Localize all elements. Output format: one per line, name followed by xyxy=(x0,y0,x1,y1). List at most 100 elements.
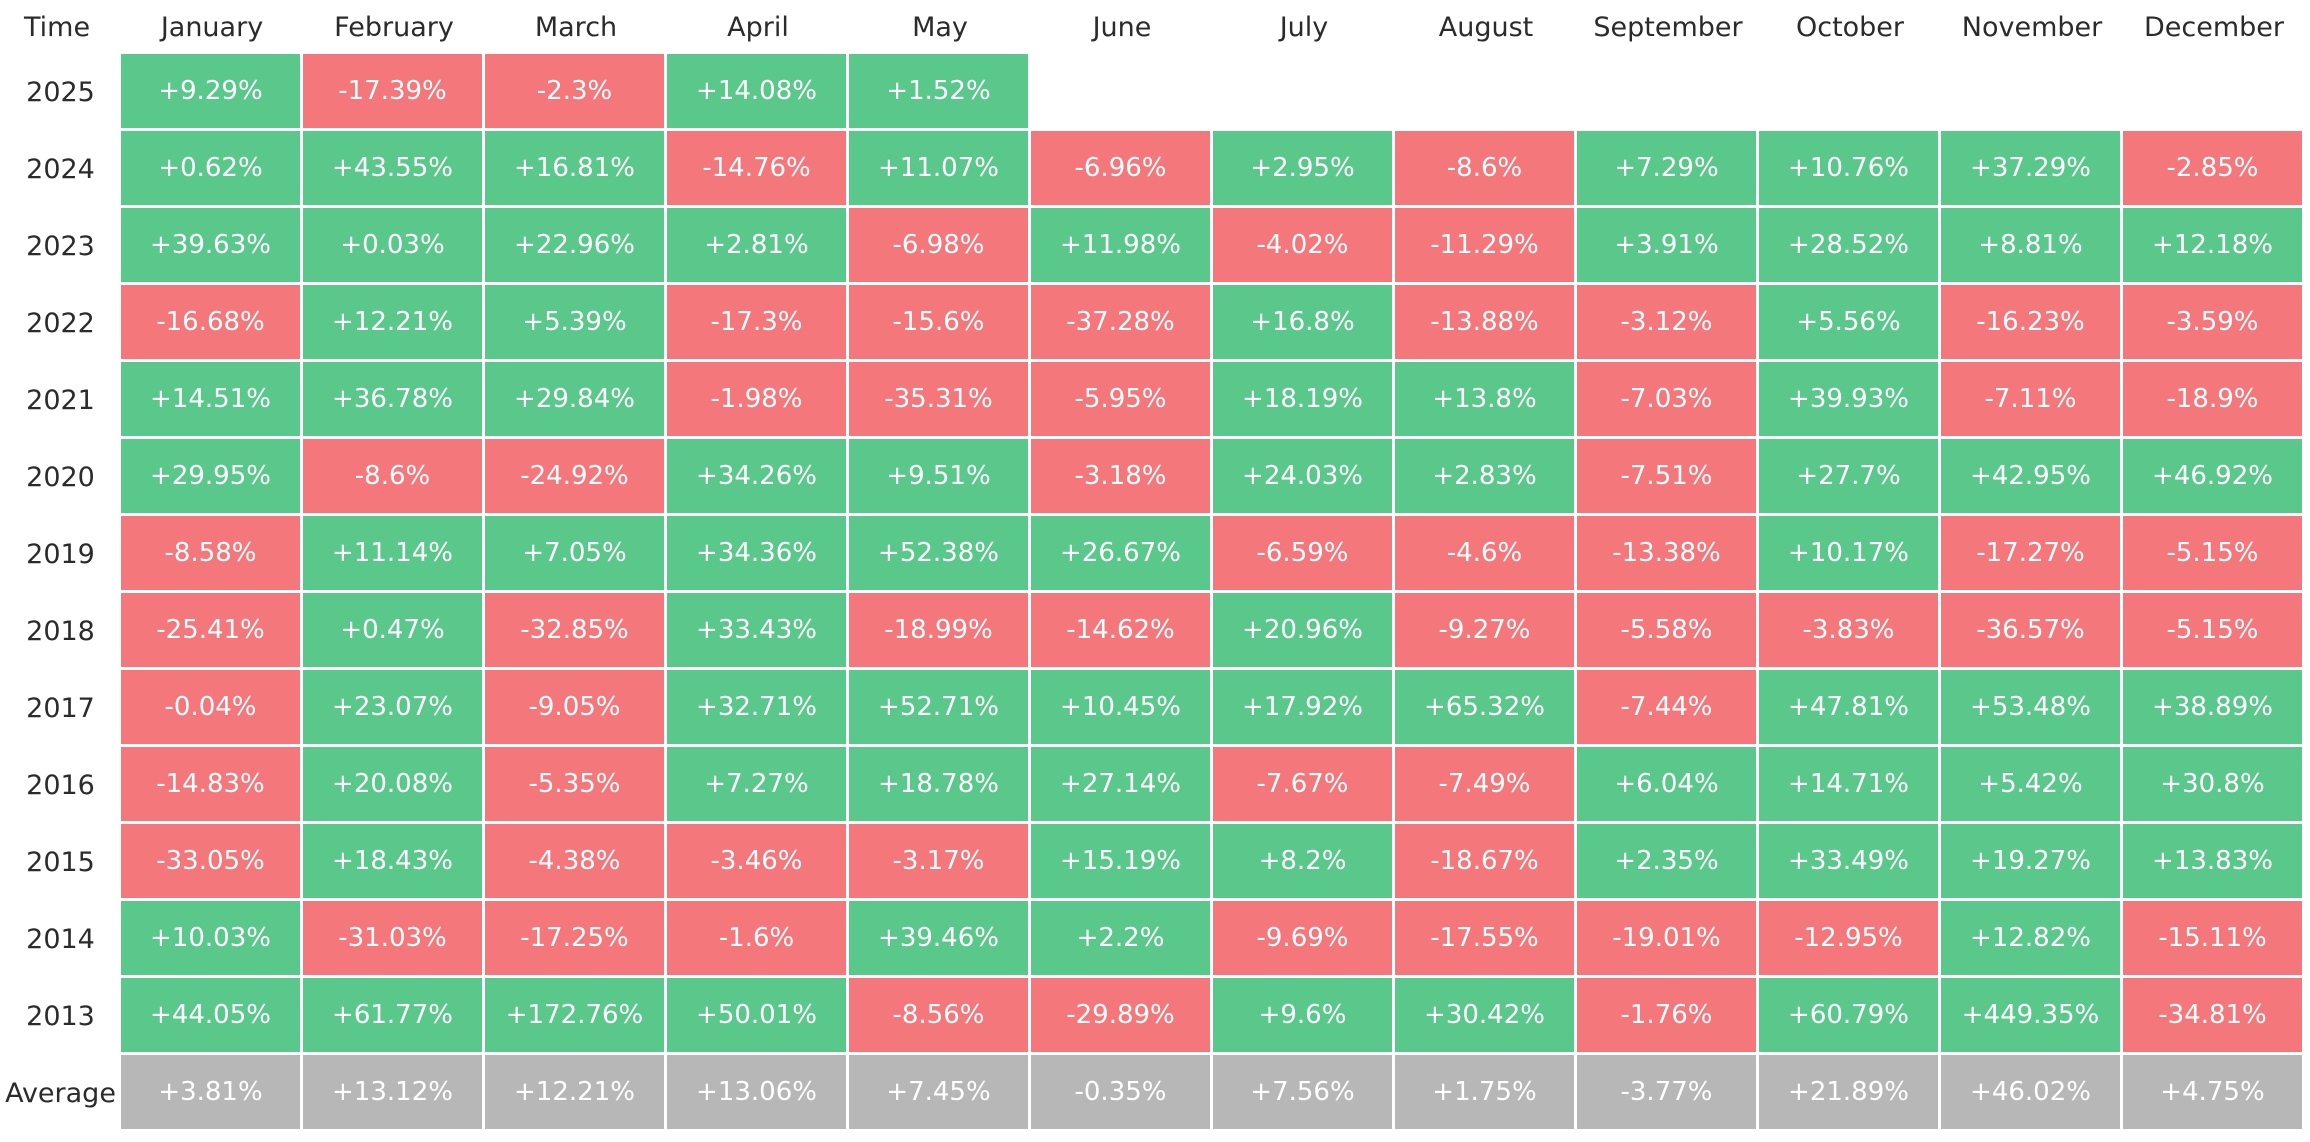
return-cell-2016-april: +7.27% xyxy=(667,747,846,821)
return-cell-2014-august: -17.55% xyxy=(1395,901,1574,975)
month-header-december: December xyxy=(2143,11,2284,43)
return-cell-2015-december: +13.83% xyxy=(2123,824,2302,898)
return-cell-2019-april: +34.36% xyxy=(667,516,846,590)
return-cell-2020-april: +34.26% xyxy=(667,439,846,513)
return-cell-2014-may: +39.46% xyxy=(849,901,1028,975)
return-cell-2025-october xyxy=(1759,54,1938,128)
return-cell-2015-october: +33.49% xyxy=(1759,824,1938,898)
month-header-august: August xyxy=(1438,11,1534,43)
return-cell-2017-january: -0.04% xyxy=(121,670,300,744)
return-cell-2020-march: -24.92% xyxy=(485,439,664,513)
return-cell-2021-november: -7.11% xyxy=(1941,362,2120,436)
return-cell-2020-july: +24.03% xyxy=(1213,439,1392,513)
return-cell-2022-march: +5.39% xyxy=(485,285,664,359)
year-label-2021: 2021 xyxy=(26,385,95,416)
year-label-2015: 2015 xyxy=(26,847,95,878)
return-cell-2022-february: +12.21% xyxy=(303,285,482,359)
return-cell-2019-september: -13.38% xyxy=(1577,516,1756,590)
year-label-2014: 2014 xyxy=(26,924,95,955)
return-cell-2020-may: +9.51% xyxy=(849,439,1028,513)
return-cell-2025-december xyxy=(2123,54,2302,128)
year-label-2025: 2025 xyxy=(26,77,95,108)
return-cell-2021-august: +13.8% xyxy=(1395,362,1574,436)
return-cell-2020-september: -7.51% xyxy=(1577,439,1756,513)
return-cell-2013-april: +50.01% xyxy=(667,978,846,1052)
average-cell-september: -3.77% xyxy=(1577,1055,1756,1129)
return-cell-2014-february: -31.03% xyxy=(303,901,482,975)
return-cell-2017-november: +53.48% xyxy=(1941,670,2120,744)
return-cell-2024-may: +11.07% xyxy=(849,131,1028,205)
return-cell-2023-april: +2.81% xyxy=(667,208,846,282)
average-cell-april: +13.06% xyxy=(667,1055,846,1129)
return-cell-2020-august: +2.83% xyxy=(1395,439,1574,513)
return-cell-2013-november: +449.35% xyxy=(1941,978,2120,1052)
return-cell-2020-december: +46.92% xyxy=(2123,439,2302,513)
return-cell-2015-september: +2.35% xyxy=(1577,824,1756,898)
average-row-label: Average xyxy=(5,1078,116,1109)
return-cell-2014-july: -9.69% xyxy=(1213,901,1392,975)
return-cell-2017-october: +47.81% xyxy=(1759,670,1938,744)
return-cell-2023-june: +11.98% xyxy=(1031,208,1210,282)
return-cell-2025-april: +14.08% xyxy=(667,54,846,128)
year-label-2024: 2024 xyxy=(26,154,95,185)
return-cell-2018-august: -9.27% xyxy=(1395,593,1574,667)
return-cell-2022-december: -3.59% xyxy=(2123,285,2302,359)
return-cell-2020-june: -3.18% xyxy=(1031,439,1210,513)
return-cell-2021-september: -7.03% xyxy=(1577,362,1756,436)
return-cell-2016-january: -14.83% xyxy=(121,747,300,821)
return-cell-2013-august: +30.42% xyxy=(1395,978,1574,1052)
return-cell-2022-april: -17.3% xyxy=(667,285,846,359)
return-cell-2013-july: +9.6% xyxy=(1213,978,1392,1052)
return-cell-2016-june: +27.14% xyxy=(1031,747,1210,821)
return-cell-2021-february: +36.78% xyxy=(303,362,482,436)
year-label-2018: 2018 xyxy=(26,616,95,647)
return-cell-2021-january: +14.51% xyxy=(121,362,300,436)
month-header-april: April xyxy=(727,11,789,43)
return-cell-2017-may: +52.71% xyxy=(849,670,1028,744)
return-cell-2015-may: -3.17% xyxy=(849,824,1028,898)
average-cell-may: +7.45% xyxy=(849,1055,1028,1129)
return-cell-2018-september: -5.58% xyxy=(1577,593,1756,667)
return-cell-2016-september: +6.04% xyxy=(1577,747,1756,821)
return-cell-2021-march: +29.84% xyxy=(485,362,664,436)
return-cell-2018-december: -5.15% xyxy=(2123,593,2302,667)
return-cell-2018-april: +33.43% xyxy=(667,593,846,667)
return-cell-2018-february: +0.47% xyxy=(303,593,482,667)
return-cell-2023-august: -11.29% xyxy=(1395,208,1574,282)
return-cell-2019-march: +7.05% xyxy=(485,516,664,590)
return-cell-2013-march: +172.76% xyxy=(485,978,664,1052)
return-cell-2017-february: +23.07% xyxy=(303,670,482,744)
month-header-march: March xyxy=(534,11,618,43)
return-cell-2024-april: -14.76% xyxy=(667,131,846,205)
return-cell-2025-february: -17.39% xyxy=(303,54,482,128)
return-cell-2016-march: -5.35% xyxy=(485,747,664,821)
return-cell-2022-november: -16.23% xyxy=(1941,285,2120,359)
return-cell-2017-april: +32.71% xyxy=(667,670,846,744)
average-cell-march: +12.21% xyxy=(485,1055,664,1129)
month-header-november: November xyxy=(1961,11,2103,43)
month-header-january: January xyxy=(160,11,264,43)
return-cell-2020-january: +29.95% xyxy=(121,439,300,513)
return-cell-2021-april: -1.98% xyxy=(667,362,846,436)
return-cell-2022-june: -37.28% xyxy=(1031,285,1210,359)
average-cell-december: +4.75% xyxy=(2123,1055,2302,1129)
return-cell-2013-june: -29.89% xyxy=(1031,978,1210,1052)
return-cell-2016-july: -7.67% xyxy=(1213,747,1392,821)
return-cell-2023-october: +28.52% xyxy=(1759,208,1938,282)
return-cell-2023-november: +8.81% xyxy=(1941,208,2120,282)
corner-header: Time xyxy=(24,11,91,43)
month-header-october: October xyxy=(1795,11,1905,43)
return-cell-2018-october: -3.83% xyxy=(1759,593,1938,667)
year-label-2016: 2016 xyxy=(26,770,95,801)
return-cell-2023-february: +0.03% xyxy=(303,208,482,282)
return-cell-2018-june: -14.62% xyxy=(1031,593,1210,667)
return-cell-2014-march: -17.25% xyxy=(485,901,664,975)
return-cell-2022-september: -3.12% xyxy=(1577,285,1756,359)
return-cell-2014-october: -12.95% xyxy=(1759,901,1938,975)
return-cell-2016-november: +5.42% xyxy=(1941,747,2120,821)
return-cell-2023-may: -6.98% xyxy=(849,208,1028,282)
return-cell-2019-october: +10.17% xyxy=(1759,516,1938,590)
return-cell-2023-december: +12.18% xyxy=(2123,208,2302,282)
return-cell-2021-may: -35.31% xyxy=(849,362,1028,436)
